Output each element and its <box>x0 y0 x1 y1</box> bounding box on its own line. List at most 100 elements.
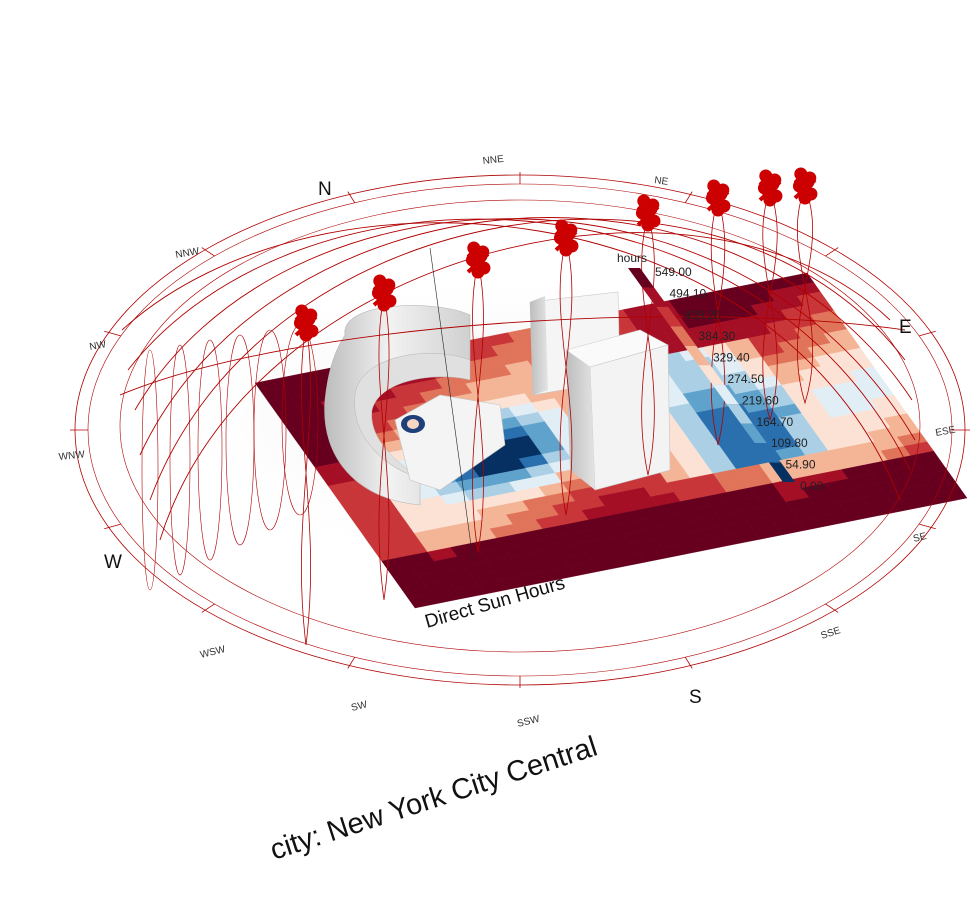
legend-value: 0.00 <box>800 479 824 493</box>
legend-swatch <box>768 462 795 482</box>
legend-labels: 549.00 494.10 439.20 384.30 329.40 274.50 219.… <box>655 265 824 493</box>
legend-value: 109.80 <box>771 436 808 450</box>
analemma-loop <box>710 198 726 446</box>
sun-position-stroke <box>294 315 318 337</box>
legend-swatch <box>712 384 739 405</box>
tower-2-front <box>589 344 671 491</box>
compass-labels: N E S W NNE NE ESE SE SSE SSW SW WSW WNW… <box>58 154 956 730</box>
sun-cluster <box>465 241 491 279</box>
analemma-loop <box>300 324 312 646</box>
sun-position-stroke <box>706 190 730 212</box>
hour-ring <box>197 339 223 561</box>
sun-position-stroke <box>372 285 396 307</box>
tower-1-side <box>530 296 548 395</box>
sun-position <box>794 167 808 181</box>
compass-tick <box>201 603 215 613</box>
legend-swatch <box>726 404 753 424</box>
horizon-ring-3 <box>119 199 921 653</box>
compass-NNE: NNE <box>482 154 504 167</box>
analemma-loop <box>762 188 778 422</box>
compass-NNW: NNW <box>175 246 201 261</box>
sun-cluster <box>553 219 579 257</box>
compass-E: E <box>899 317 912 338</box>
north-south-axis <box>429 247 474 561</box>
legend-value: 164.70 <box>757 415 794 429</box>
legend-swatch <box>628 268 655 288</box>
hour-ring <box>169 344 191 576</box>
sun-position-stroke <box>554 230 578 252</box>
compass-tick <box>201 247 215 257</box>
compass-WNW: WNW <box>58 449 86 463</box>
hour-ring <box>141 349 159 591</box>
cylinder-building-inner <box>354 353 471 479</box>
compass-tick <box>684 191 693 203</box>
sun-position <box>759 169 773 183</box>
compass-N: N <box>318 179 332 200</box>
legend-value: 384.30 <box>699 329 736 343</box>
legend-swatch <box>684 345 711 366</box>
legend-value: 274.50 <box>728 372 765 386</box>
compass-tick <box>825 247 839 257</box>
legend-swatch <box>754 443 781 463</box>
compass-tick <box>825 603 839 613</box>
compass-SSW: SSW <box>516 714 541 730</box>
sun-position <box>467 241 481 255</box>
compass-NE: NE <box>654 175 670 188</box>
sun-position-stroke <box>466 252 490 274</box>
day-arc <box>127 218 911 471</box>
sun-position <box>555 219 569 233</box>
day-arc <box>119 316 906 396</box>
legend-swatch <box>642 287 669 307</box>
sun-cluster <box>293 304 319 342</box>
sun-position <box>707 179 721 193</box>
hour-ring <box>253 329 287 531</box>
sun-position <box>637 194 651 208</box>
compass-tick <box>104 523 121 530</box>
compass-tick <box>104 330 121 337</box>
sun-cluster <box>757 169 783 207</box>
day-arc <box>134 218 916 441</box>
compass-ESE: ESE <box>935 425 957 439</box>
compass-S: S <box>689 687 702 708</box>
legend-swatch <box>740 423 767 444</box>
sun-cluster <box>705 179 731 217</box>
legend-value: 549.00 <box>655 265 692 279</box>
analemma-loop <box>559 239 573 516</box>
legend-swatch <box>670 326 697 346</box>
legend-value: 494.10 <box>670 286 707 300</box>
compass-SE: SE <box>912 531 928 545</box>
compass-tick <box>919 523 936 530</box>
compass-SSE: SSE <box>820 625 843 642</box>
legend-value: 439.20 <box>684 308 721 322</box>
sun-position <box>373 274 387 288</box>
legend-swatch <box>698 365 725 385</box>
sun-position-stroke <box>793 178 817 200</box>
sun-position-stroke <box>636 205 660 227</box>
compass-WSW: WSW <box>199 644 227 661</box>
legend: hours 549.00 494.10 439.20 384.30 329.40 274.… <box>617 251 824 493</box>
legend-value: 219.60 <box>742 393 779 407</box>
city-title: city: New York City Central <box>266 731 601 867</box>
wedge-hole-ring <box>407 419 419 429</box>
sun-position-stroke <box>758 180 782 202</box>
legend-value: 54.90 <box>786 458 816 472</box>
sun-cluster <box>635 194 661 232</box>
analemma-loop <box>378 294 390 601</box>
sun-cluster <box>371 274 397 312</box>
compass-NW: NW <box>89 339 108 353</box>
analemma-loop <box>797 186 813 405</box>
legend-value: 329.40 <box>713 351 750 365</box>
sun-cluster <box>792 167 818 205</box>
compass-tick <box>919 330 936 337</box>
day-arc <box>121 222 901 501</box>
compass-tick <box>347 191 356 203</box>
compass-tick <box>684 657 693 669</box>
legend-swatch <box>656 306 683 327</box>
sun-markers <box>293 167 818 342</box>
compass-tick <box>347 657 356 669</box>
analemma-loop <box>472 261 484 553</box>
legend-unit: hours <box>617 251 647 265</box>
compass-W: W <box>104 552 122 573</box>
